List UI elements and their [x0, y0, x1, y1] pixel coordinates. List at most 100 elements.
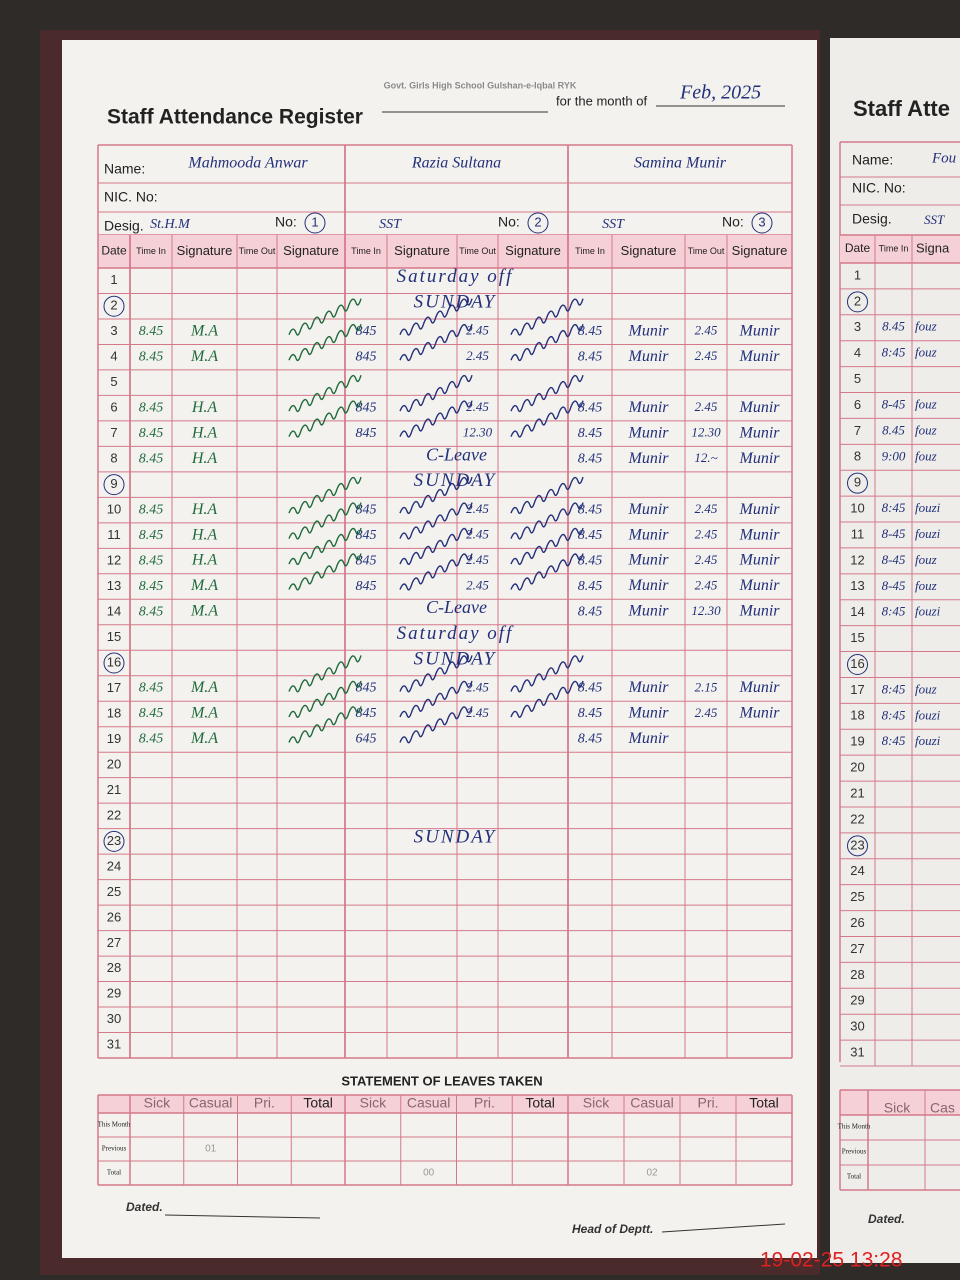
signature: Munir [739, 322, 781, 339]
statement-header-band [98, 1095, 792, 1113]
date: 13 [107, 578, 121, 593]
signature-scribble [288, 706, 362, 744]
column-header: Time In [136, 246, 166, 256]
date: 6 [854, 397, 861, 412]
signature-scribble [288, 655, 362, 693]
statement-row-label: This Month [98, 1121, 131, 1129]
time-in: 8.45 [139, 681, 164, 696]
date: 11 [107, 527, 121, 542]
signature-scribble [399, 680, 473, 718]
signature-scribble [510, 655, 584, 693]
statement-row-label: Previous [102, 1145, 127, 1153]
leave-note: C-Leave [426, 597, 487, 617]
signature-scribble [399, 400, 473, 438]
date: 2 [854, 293, 861, 308]
date: 19 [850, 734, 864, 749]
time-in: 845 [356, 502, 377, 517]
signature: M.A [190, 730, 218, 747]
nic-label: NIC. No: [852, 180, 906, 196]
date: 13 [850, 578, 864, 593]
date: 17 [850, 682, 864, 697]
date-circle [103, 295, 125, 317]
leave-count: 02 [646, 1168, 658, 1179]
date-circle [847, 835, 868, 857]
date: 14 [107, 603, 121, 618]
staff-no: 3 [758, 214, 765, 229]
signature-scribble [288, 374, 362, 413]
date: 30 [850, 1019, 864, 1034]
school-name: Govt. Girls High School Gulshan-e-Iqbal … [384, 80, 577, 90]
column-header: Signature [283, 243, 339, 258]
date: 10 [107, 502, 121, 517]
signature: Munir [739, 348, 781, 365]
time-in: 8:45 [882, 681, 906, 696]
signature: Munir [739, 603, 781, 620]
signature: M.A [190, 705, 218, 722]
date: 20 [850, 760, 864, 775]
date-circle [847, 291, 868, 313]
signature: M.A [190, 603, 218, 620]
date: 18 [850, 708, 864, 723]
column-header: Signature [732, 243, 788, 258]
date: 6 [110, 400, 117, 415]
time-in: 8.45 [139, 528, 164, 543]
time-in: 845 [356, 528, 377, 543]
signature-scribble [510, 400, 584, 438]
statement-title: STATEMENT OF LEAVES TAKEN [341, 1073, 542, 1088]
date: 7 [854, 423, 861, 438]
signature: fouzi [915, 500, 941, 515]
signature: Munir [628, 501, 670, 518]
time-in: 8.45 [139, 451, 164, 466]
column-header: Signature [505, 243, 561, 258]
date: 19 [107, 731, 121, 746]
dated-label: Dated. [126, 1200, 163, 1214]
time-in: 9:00 [882, 448, 906, 463]
date: 11 [851, 526, 865, 541]
leave-note: C-Leave [426, 444, 487, 464]
time-in: 845 [356, 681, 377, 696]
date: 20 [107, 756, 121, 771]
name-label: Name: [104, 161, 145, 177]
time-out: 2.45 [695, 501, 718, 516]
time-in: 8:45 [882, 500, 906, 515]
staff-name: Samina Munir [634, 155, 727, 172]
signature-scribble [399, 323, 473, 362]
time-in: 8.45 [578, 579, 603, 594]
column-header-band [98, 235, 792, 268]
time-out: 2.45 [466, 348, 489, 363]
time-in: 845 [356, 400, 377, 415]
signature: M.A [190, 348, 218, 365]
date-circle [103, 474, 125, 496]
date: 15 [850, 630, 864, 645]
signature-scribble [288, 502, 362, 540]
time-in: 845 [356, 553, 377, 568]
signature-scribble [399, 706, 473, 744]
date-circle [103, 652, 125, 674]
time-in: 8-45 [882, 552, 906, 567]
column-header: Time In [351, 246, 381, 256]
date: 5 [854, 371, 861, 386]
time-in: 8.45 [578, 400, 603, 415]
leave-count: 01 [205, 1144, 217, 1155]
time-out: 2.45 [695, 552, 718, 567]
statement-column: Casual [630, 1095, 674, 1111]
number-circle [304, 212, 326, 234]
nic-label: NIC. No: [104, 189, 158, 205]
time-in: 8.45 [139, 604, 164, 619]
statement-column: Sick [583, 1095, 610, 1111]
signature-scribble [510, 502, 584, 540]
date: 15 [107, 629, 121, 644]
date: 18 [107, 705, 121, 720]
signature-scribble [288, 323, 362, 362]
statement-column: Sick [360, 1095, 387, 1111]
signature: H.A [191, 552, 218, 569]
no-label: No: [275, 214, 297, 230]
signature: Munir [739, 526, 781, 543]
signature: Munir [628, 399, 670, 416]
signature-scribble [510, 476, 584, 515]
register-title: Staff Attendance Register [107, 106, 363, 129]
staff-desig: St.H.M [150, 217, 191, 232]
signature-scribble [510, 374, 584, 413]
statement-column: Cas [930, 1100, 955, 1116]
